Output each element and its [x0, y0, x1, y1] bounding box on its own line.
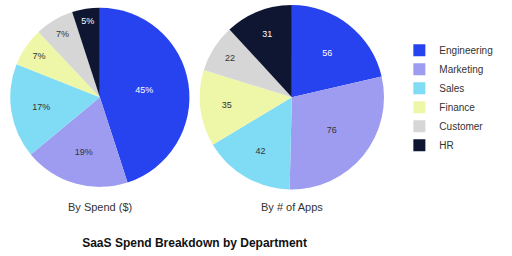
svg-text:56: 56	[322, 48, 332, 58]
svg-text:31: 31	[262, 29, 272, 39]
svg-text:45%: 45%	[135, 85, 153, 95]
svg-text:35: 35	[222, 100, 232, 110]
svg-text:7%: 7%	[32, 51, 45, 61]
svg-text:By # of Apps: By # of Apps	[261, 201, 323, 213]
svg-text:Finance: Finance	[439, 102, 475, 113]
svg-text:Sales: Sales	[439, 83, 464, 94]
svg-text:76: 76	[327, 125, 337, 135]
svg-text:HR: HR	[439, 140, 453, 151]
svg-text:By Spend ($): By Spend ($)	[68, 201, 132, 213]
svg-text:Marketing: Marketing	[439, 64, 483, 75]
svg-text:Customer: Customer	[439, 121, 483, 132]
svg-text:7%: 7%	[56, 29, 69, 39]
svg-text:42: 42	[256, 146, 266, 156]
svg-text:5%: 5%	[81, 16, 94, 26]
svg-text:17%: 17%	[32, 102, 50, 112]
svg-text:22: 22	[225, 53, 235, 63]
svg-text:SaaS Spend Breakdown by Depart: SaaS Spend Breakdown by Department	[82, 236, 307, 250]
svg-text:19%: 19%	[75, 147, 93, 157]
svg-text:Engineering: Engineering	[439, 45, 492, 56]
